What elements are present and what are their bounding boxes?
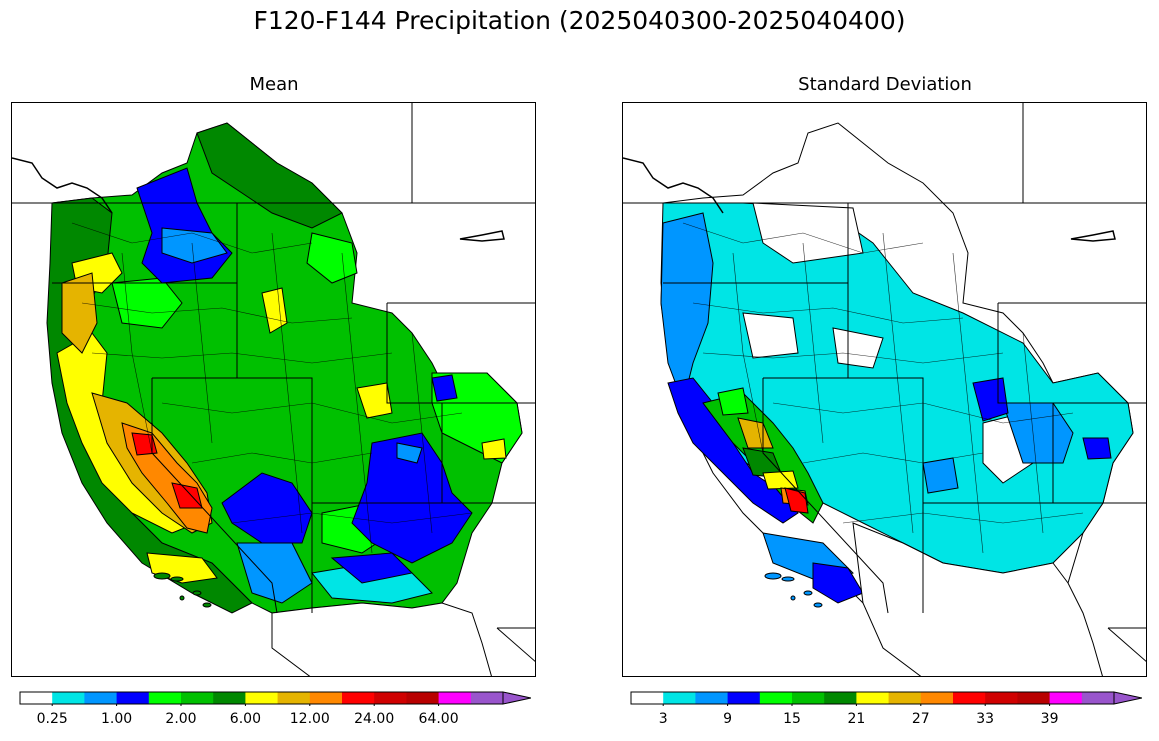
colorbar-tick-label: 64.00 <box>418 711 459 727</box>
std-azure-mid <box>922 457 959 494</box>
mean-north-dark-green <box>196 122 343 229</box>
colorbar-swatch <box>470 692 504 704</box>
mean-white-desert <box>271 602 492 676</box>
colorbar-swatch <box>663 692 696 704</box>
colorbar-swatch <box>245 692 279 704</box>
colorbar-swatch <box>1081 692 1115 704</box>
colorbar-swatch <box>20 692 53 704</box>
colorbar-tick-label: 3 <box>658 711 668 727</box>
mean-great-lake-marker <box>459 230 505 242</box>
colorbar-tick-label: 1.00 <box>101 711 133 727</box>
mean-islands <box>153 572 212 608</box>
colorbar-swatch <box>277 692 311 704</box>
colorbar-tick-label: 0.25 <box>36 711 68 727</box>
mean-blue-south-strip <box>330 552 414 584</box>
colorbar-swatch <box>438 692 472 704</box>
mean-map <box>11 102 536 677</box>
mean-blue-southwest <box>221 472 313 544</box>
colorbar-swatch <box>824 692 857 704</box>
colorbar-swatch <box>727 692 761 704</box>
mean-yellow-east-small <box>481 438 507 460</box>
stddev-map <box>622 102 1147 677</box>
std-bright-green-sierra <box>717 387 749 416</box>
colorbar-tick-label: 6.00 <box>229 711 261 727</box>
mean-azure-south <box>236 542 313 604</box>
std-white-hole-2 <box>832 327 884 369</box>
colorbar-swatch <box>888 692 922 704</box>
figure-title: F120-F144 Precipitation (2025040300-2025… <box>253 6 906 35</box>
std-islands <box>764 572 823 608</box>
std-coastline <box>623 157 724 214</box>
mean-gold-region <box>61 272 98 354</box>
colorbar-swatch <box>631 692 664 704</box>
colorbar-swatch <box>309 692 343 704</box>
stddev-colorbar <box>630 690 1142 706</box>
colorbar-swatch <box>695 692 729 704</box>
mean-red-2 <box>171 482 203 509</box>
std-azure-coast <box>660 212 714 405</box>
colorbar-tick-label: 9 <box>723 711 733 727</box>
colorbar-extend-arrow <box>502 691 531 705</box>
stddev-colorbar-bar <box>630 691 1142 706</box>
mean-state-boundaries <box>12 103 535 662</box>
mean-panel-title: Mean <box>249 74 299 95</box>
mean-blue-small-east <box>431 374 458 402</box>
std-gold-sierra <box>737 417 774 449</box>
colorbar-swatch <box>792 692 825 704</box>
mean-red-1 <box>131 432 158 456</box>
mean-azure-north <box>161 227 228 264</box>
colorbar-swatch <box>52 692 85 704</box>
colorbar-outline <box>19 691 503 705</box>
mean-yellow-east <box>356 382 393 419</box>
colorbar-swatch <box>920 692 954 704</box>
colorbar-swatch <box>1017 692 1051 704</box>
std-blue-east <box>972 377 1009 422</box>
colorbar-tick-label: 12.00 <box>289 711 330 727</box>
mean-basin-lines <box>71 222 473 554</box>
colorbar-swatch <box>759 692 793 704</box>
mean-azure-east <box>396 442 423 464</box>
colorbar-swatch <box>856 692 890 704</box>
colorbar-swatch <box>213 692 246 704</box>
std-basin-lines <box>682 222 1084 554</box>
colorbar-outline <box>630 691 1114 705</box>
std-white-hole-1 <box>742 312 799 359</box>
colorbar-swatch <box>374 692 407 704</box>
colorbar-swatch <box>342 692 375 704</box>
std-blue-far-east <box>1082 437 1112 460</box>
colorbar-swatch <box>985 692 1018 704</box>
std-yellow-sierra <box>762 470 799 490</box>
mean-map-canvas <box>12 103 535 676</box>
std-state-boundaries <box>623 103 1146 662</box>
stddev-panel-title: Standard Deviation <box>798 74 972 95</box>
colorbar-swatch <box>953 692 986 704</box>
colorbar-tick-label: 21 <box>847 711 866 727</box>
colorbar-tick-label: 15 <box>783 711 801 727</box>
colorbar-swatch <box>84 692 118 704</box>
mean-bright-green-1 <box>111 277 183 329</box>
colorbar-tick-label: 33 <box>976 711 995 727</box>
mean-colorbar-bar <box>19 691 531 706</box>
mean-colorbar <box>19 690 531 706</box>
colorbar-swatch <box>148 692 182 704</box>
colorbar-swatch <box>1049 692 1083 704</box>
colorbar-extend-arrow <box>1113 691 1142 705</box>
std-great-lake-marker <box>1070 230 1116 242</box>
std-white-desert <box>852 522 1103 676</box>
colorbar-swatch <box>181 692 214 704</box>
std-white-hole-north <box>752 202 864 264</box>
mean-coastline <box>12 157 113 214</box>
colorbar-swatch <box>116 692 150 704</box>
colorbar-swatch <box>406 692 440 704</box>
colorbar-tick-label: 39 <box>1040 711 1059 727</box>
colorbar-tick-label: 2.00 <box>165 711 197 727</box>
colorbar-tick-label: 24.00 <box>354 711 395 727</box>
colorbar-tick-label: 27 <box>911 711 930 727</box>
stddev-map-canvas <box>623 103 1146 676</box>
std-blue-south <box>812 562 864 604</box>
